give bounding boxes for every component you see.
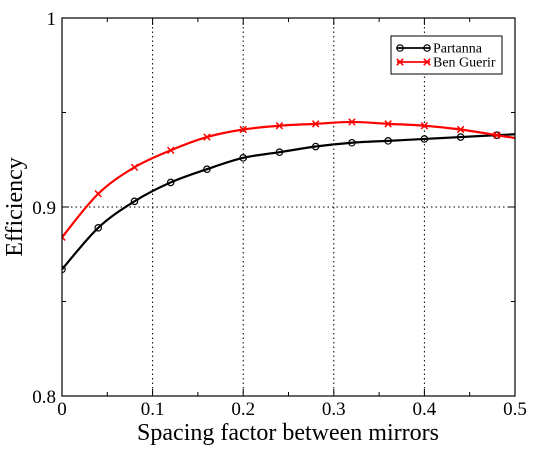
legend-marker	[396, 44, 404, 52]
data-point	[275, 121, 284, 130]
data-point	[94, 190, 102, 198]
legend-box	[390, 35, 503, 75]
x-tick-label: 0.4	[413, 399, 437, 420]
series-ben-guerir	[62, 118, 515, 241]
data-point	[420, 135, 429, 143]
series-line	[62, 120, 515, 238]
y-tick-label: 1	[47, 9, 57, 30]
legend-entry: Ben Guerir	[396, 56, 496, 71]
data-point	[493, 131, 501, 139]
data-point	[311, 142, 320, 151]
legend-marker	[423, 58, 431, 66]
data-point	[203, 165, 211, 174]
series-line	[62, 133, 515, 271]
x-tick-label: 0.2	[231, 399, 255, 420]
data-point	[166, 178, 175, 187]
legend-label: Ben Guerir	[433, 56, 496, 71]
data-point	[456, 125, 465, 134]
tick-marks	[61, 17, 516, 397]
y-axis-title: Efficiency	[2, 157, 28, 257]
data-point	[130, 197, 139, 206]
x-tick-label: 0	[57, 399, 67, 420]
grid-lines	[62, 18, 515, 396]
data-point	[166, 146, 175, 155]
data-point	[384, 120, 392, 128]
data-point	[420, 121, 429, 130]
data-point	[239, 125, 247, 134]
series-partanna	[62, 131, 515, 274]
data-point	[275, 148, 284, 156]
data-point	[203, 133, 211, 141]
data-point	[62, 233, 66, 241]
data-point	[311, 120, 320, 128]
data-point	[62, 265, 66, 274]
x-tick-label: 0.3	[322, 399, 346, 420]
x-tick-label: 0.5	[503, 399, 527, 420]
legend-marker	[423, 44, 431, 52]
data-point	[94, 223, 103, 232]
data-point	[130, 163, 139, 172]
y-tick-label: 0.9	[32, 198, 56, 219]
tick-labels: 0 0.1 0.2 0.3 0.4 0.5 0.8 0.9 1	[32, 9, 527, 420]
legend-entry: Partanna	[396, 42, 483, 57]
data-point	[348, 118, 356, 126]
legend-label: Partanna	[433, 42, 483, 57]
x-tick-label: 0.1	[141, 399, 165, 420]
data-point	[348, 138, 356, 147]
y-tick-label: 0.8	[32, 387, 56, 408]
data-point	[456, 133, 465, 141]
series-layer	[62, 118, 515, 274]
legend-marker	[396, 58, 404, 66]
x-axis-title: Spacing factor between mirrors	[137, 420, 439, 446]
data-point	[384, 137, 392, 145]
data-point	[239, 154, 248, 162]
